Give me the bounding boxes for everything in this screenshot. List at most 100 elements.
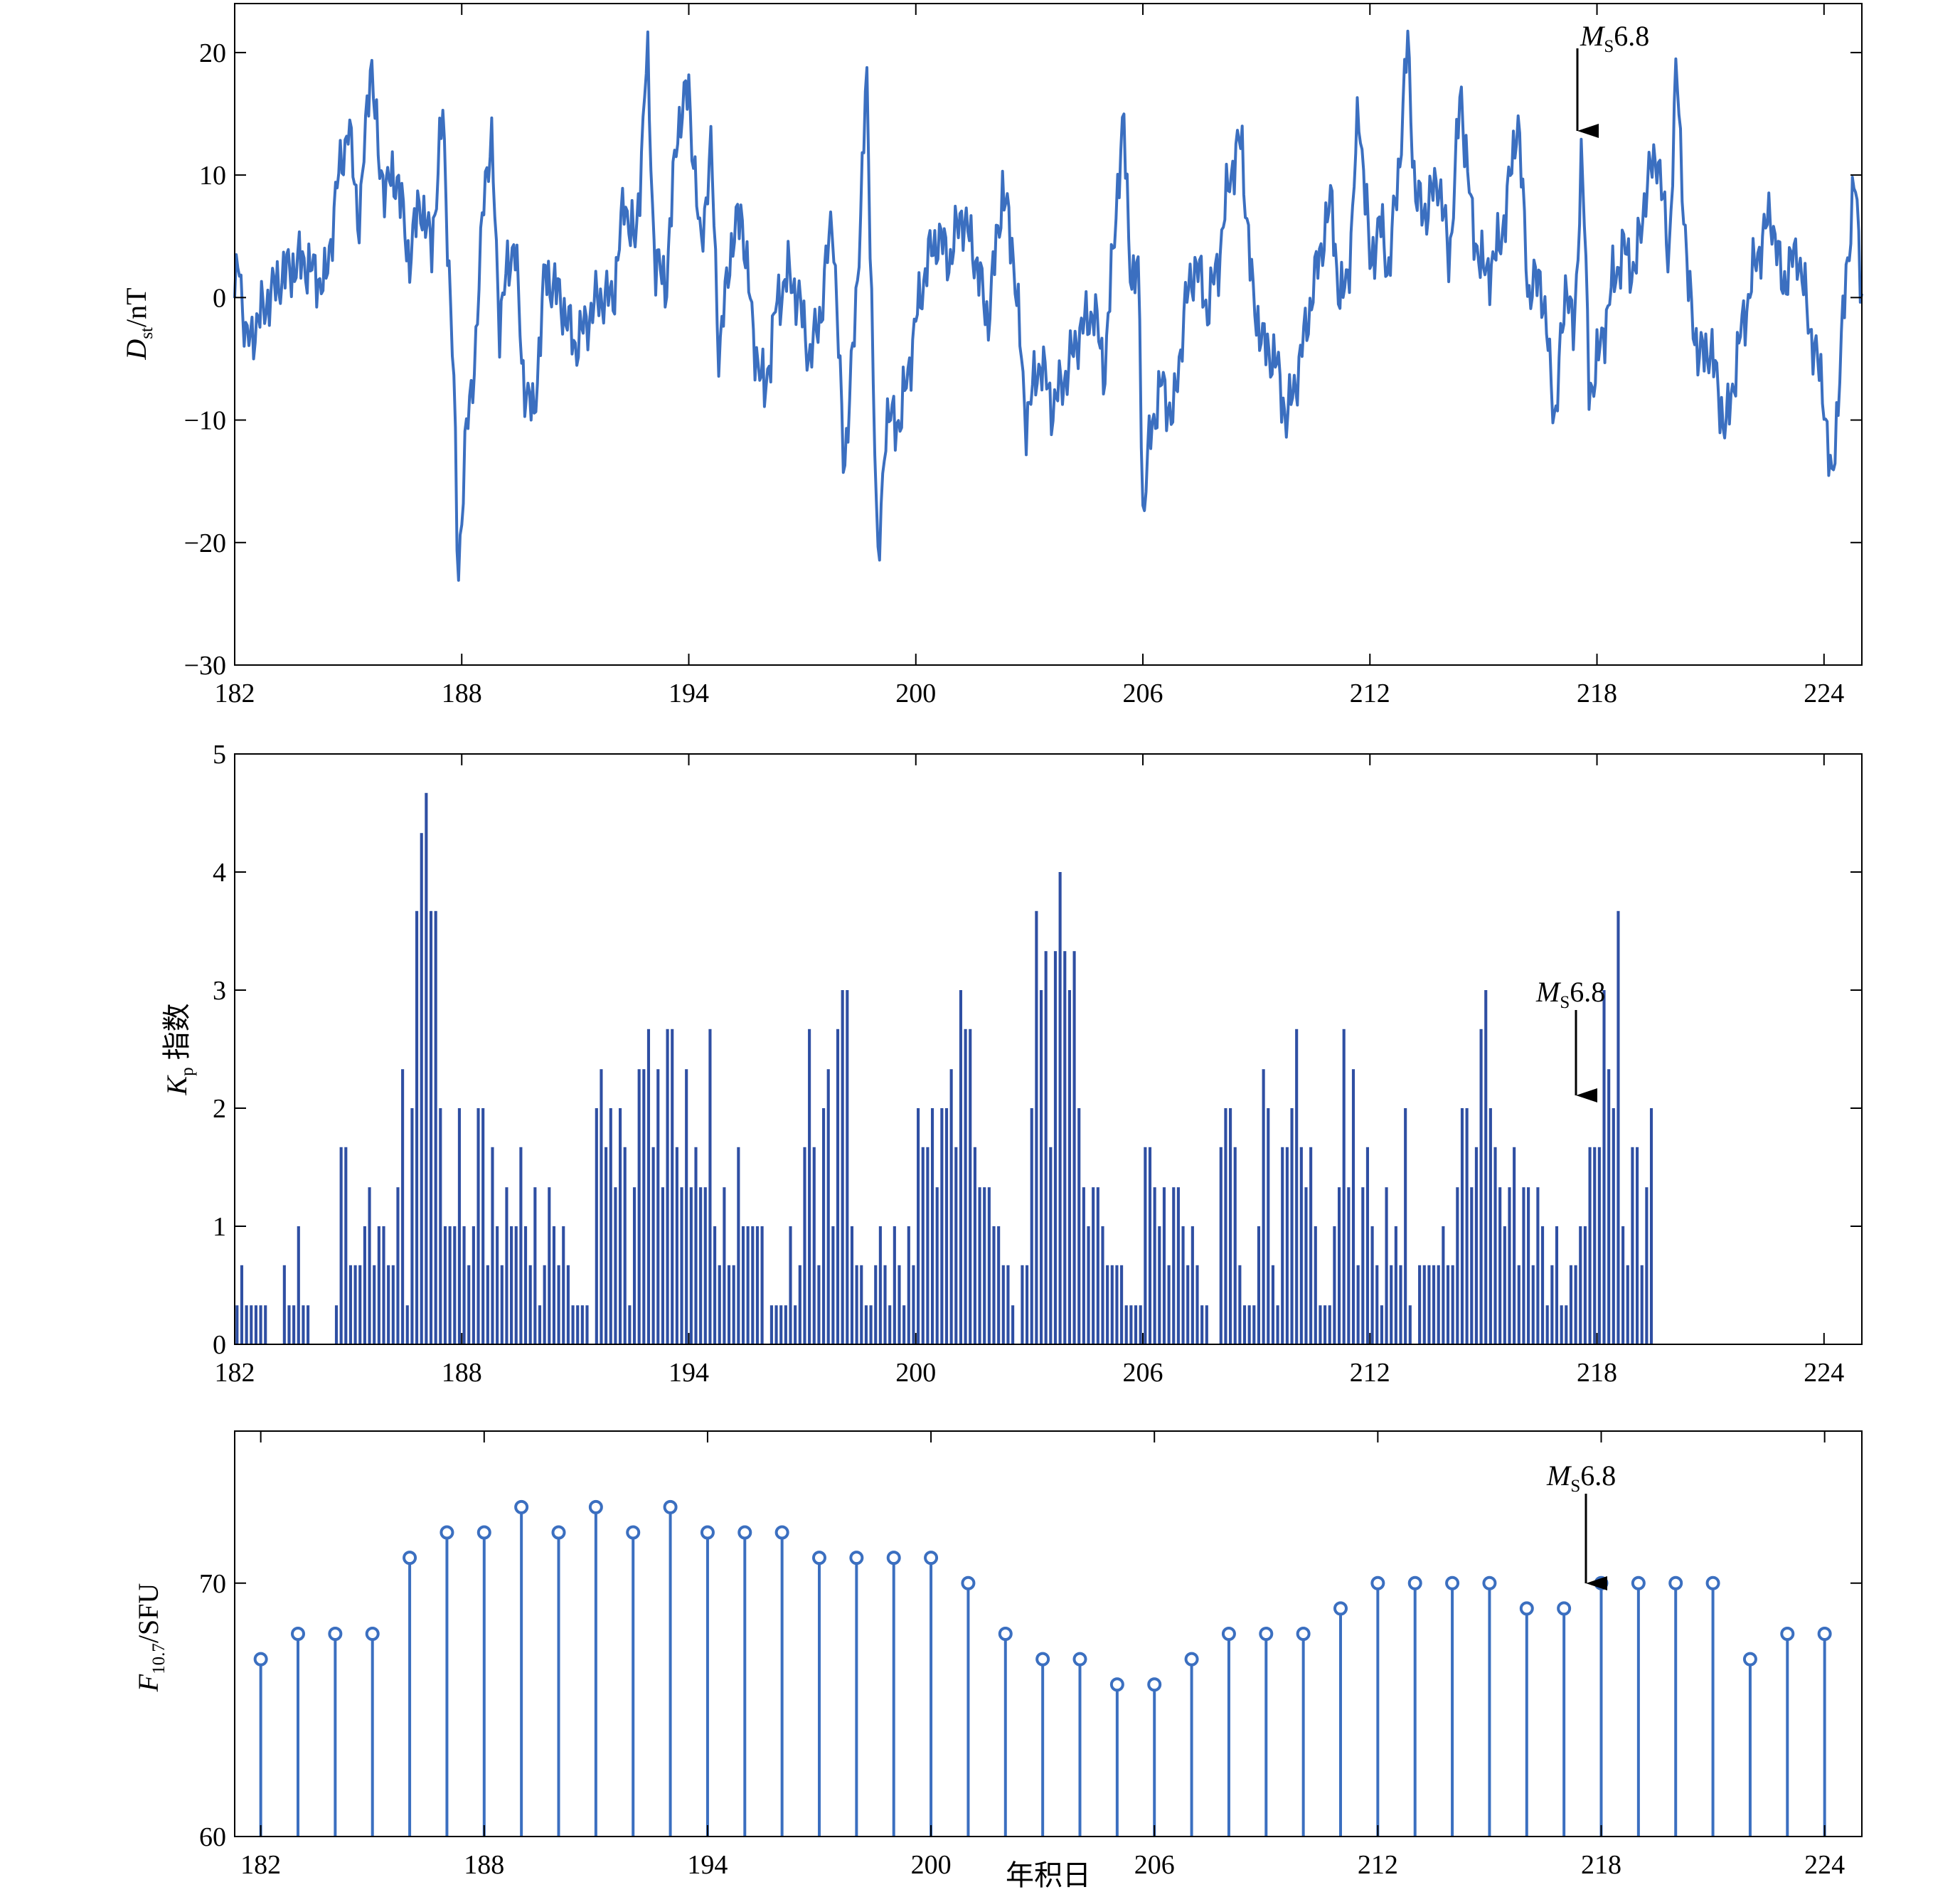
f107-point <box>1109 1677 1124 1692</box>
f107-point <box>1631 1575 1646 1590</box>
kp-bar <box>250 1305 253 1344</box>
kp-bar <box>751 1226 755 1344</box>
kp-bar <box>1262 1069 1265 1344</box>
kp-bar <box>1139 1305 1142 1344</box>
kp-bar <box>978 1187 981 1344</box>
f107-x-tick-label: 194 <box>687 1850 728 1880</box>
f107-x-tick-label: 200 <box>911 1850 952 1880</box>
kp-bar <box>732 1265 735 1344</box>
kp-bar <box>1460 1108 1464 1344</box>
kp-bar <box>566 1265 570 1344</box>
kp-bar <box>860 1265 863 1344</box>
kp-bar <box>585 1305 589 1344</box>
kp-bar <box>1602 990 1606 1344</box>
kp-bar <box>1474 1147 1478 1344</box>
kp-bar <box>841 990 844 1344</box>
kp-bar <box>245 1305 248 1344</box>
kp-bar <box>689 1187 693 1344</box>
kp-bar <box>1030 1108 1033 1344</box>
f107-point <box>588 1499 603 1514</box>
f107-point <box>551 1525 566 1540</box>
kp-bar <box>344 1147 348 1344</box>
dst-x-tick-label: 218 <box>1577 679 1617 708</box>
kp-bar <box>1503 1226 1506 1344</box>
dst-x-tick-label: 182 <box>215 679 255 708</box>
kp-bar <box>959 990 963 1344</box>
f107-point <box>886 1551 901 1566</box>
kp-bar <box>1550 1265 1554 1344</box>
kp-bar <box>1035 910 1038 1344</box>
kp-bar <box>439 1108 442 1344</box>
kp-bar <box>282 1265 286 1344</box>
dst-y-tick-label: −10 <box>184 406 226 436</box>
f107-point <box>1221 1627 1236 1641</box>
f107-point <box>1742 1652 1757 1667</box>
kp-bar <box>637 1069 641 1344</box>
kp-bar <box>1106 1265 1109 1344</box>
kp-bar <box>401 1069 405 1344</box>
kp-bar <box>917 1108 920 1344</box>
kp-bar <box>878 1226 882 1344</box>
f107-x-axis-label: 年积日 <box>1006 1859 1091 1891</box>
kp-bar <box>822 1108 826 1344</box>
dst-ticks: 182 188 194 200 206 212 218 224 −30 −20 −10 0 10 20 <box>184 4 1862 708</box>
kp-bar <box>292 1305 296 1344</box>
kp-bar <box>1513 1147 1516 1344</box>
kp-bar <box>481 1108 485 1344</box>
kp-bar <box>334 1305 339 1344</box>
kp-bar <box>718 1265 721 1344</box>
f107-x-tick-label: 218 <box>1581 1850 1621 1880</box>
kp-bar <box>1404 1108 1407 1344</box>
kp-bar <box>476 1108 480 1344</box>
kp-bar <box>973 1147 976 1344</box>
kp-bar <box>1276 1305 1279 1344</box>
kp-bar <box>1195 1265 1199 1344</box>
f107-point <box>1333 1601 1348 1616</box>
kp-x-tick-label: 206 <box>1123 1358 1163 1388</box>
kp-bar <box>1375 1265 1379 1344</box>
kp-bar <box>921 1147 925 1344</box>
kp-bar <box>235 1305 239 1344</box>
kp-bar <box>1063 951 1067 1344</box>
kp-bar <box>769 1305 773 1344</box>
kp-bar <box>888 1305 892 1344</box>
kp-bar <box>760 1226 764 1344</box>
kp-bar <box>855 1265 858 1344</box>
dst-y-axis-label: Dst/nT <box>120 287 156 360</box>
kp-panel: 182 188 194 200 206 212 218 224 0 1 2 3 4 5 Kp 指数 MS6… <box>161 740 1863 1388</box>
kp-bar <box>708 1029 712 1344</box>
kp-bar <box>410 1108 414 1344</box>
kp-bar <box>992 1226 996 1344</box>
kp-bar <box>259 1305 262 1344</box>
kp-x-tick-label: 182 <box>215 1358 255 1388</box>
kp-bar <box>1049 1147 1053 1344</box>
kp-bar <box>538 1305 542 1344</box>
kp-bar <box>420 833 423 1344</box>
kp-bar <box>486 1265 489 1344</box>
kp-bar <box>869 1305 873 1344</box>
dst-x-tick-label: 224 <box>1804 679 1844 708</box>
f107-point <box>1072 1652 1087 1667</box>
kp-bar <box>1134 1305 1138 1344</box>
f107-point <box>849 1551 864 1566</box>
kp-bar <box>1583 1226 1587 1344</box>
kp-bar <box>1498 1187 1502 1344</box>
kp-bar <box>287 1305 291 1344</box>
kp-bar <box>651 1147 655 1344</box>
kp-bar <box>1267 1108 1270 1344</box>
kp-bar <box>363 1226 366 1344</box>
kp-bar <box>1129 1305 1133 1344</box>
kp-y-tick-label: 3 <box>213 976 226 1006</box>
kp-bar <box>666 1029 669 1344</box>
kp-ticks: 182 188 194 200 206 212 218 224 0 1 2 3 4 5 <box>213 740 1862 1388</box>
kp-bar <box>609 1108 612 1344</box>
f107-y-tick-label: 70 <box>199 1569 226 1599</box>
kp-bar <box>930 1108 934 1344</box>
dst-x-tick-label: 188 <box>442 679 482 708</box>
kp-bar <box>1067 990 1071 1344</box>
kp-bar <box>1555 1226 1559 1344</box>
f107-axes-frame <box>234 1430 1863 1837</box>
kp-bar <box>779 1305 783 1344</box>
kp-bar <box>969 1029 972 1344</box>
kp-bar <box>902 1305 906 1344</box>
